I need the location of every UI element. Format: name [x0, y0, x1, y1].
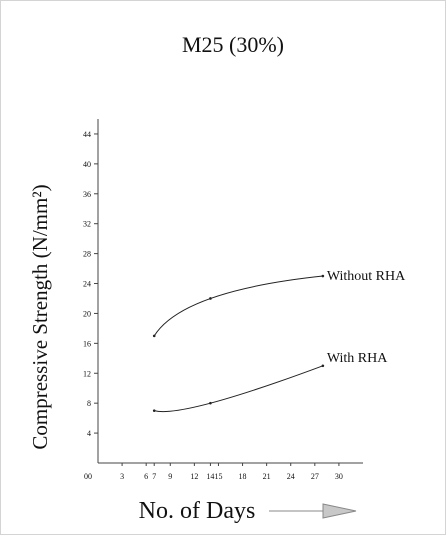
- series-line-without-rha: [153, 275, 323, 337]
- x-tick-label: 3: [120, 472, 124, 481]
- x-tick-label: 9: [168, 472, 172, 481]
- data-point-with-rha: [321, 364, 325, 368]
- x-tick-label: 27: [311, 472, 319, 481]
- y-tick-label: 8: [87, 399, 91, 408]
- y-tick-label: 40: [83, 160, 91, 169]
- x-axis-label: No. of Days: [139, 498, 256, 524]
- axes: [97, 119, 363, 464]
- x-tick-label: 12: [190, 472, 198, 481]
- y-tick-label: 44: [83, 130, 91, 139]
- data-point-without-rha: [209, 297, 212, 300]
- x-tick-label: 21: [263, 472, 271, 481]
- y-tick-label: 32: [83, 220, 91, 229]
- series-label-without-rha: Without RHA: [327, 269, 406, 284]
- x-tick-label: 6: [144, 472, 148, 481]
- y-ticks: 4 8 12 16 20 24 28 32 36 40 44: [83, 130, 98, 438]
- series-label-with-rha: With RHA: [327, 351, 388, 366]
- x-tick-label: 15: [214, 472, 222, 481]
- y-tick-label: 28: [83, 250, 91, 259]
- series-line-with-rha: [154, 365, 324, 413]
- series-group: Without RHA With RHA: [152, 269, 406, 413]
- y-axis-label: Compressive Strength (N/mm²): [28, 184, 52, 449]
- x-tick-label: 00: [84, 472, 92, 481]
- y-tick-label: 36: [83, 190, 91, 199]
- x-ticks: 00 3 6 7 9 12 14 15 18 21 24 27 30: [84, 463, 343, 481]
- data-point-with-rha: [152, 409, 156, 412]
- y-tick-label: 24: [83, 280, 91, 289]
- x-tick-label: 7: [152, 472, 156, 481]
- chart-title: M25 (30%): [182, 32, 284, 57]
- x-tick-label: 30: [335, 472, 343, 481]
- y-tick-label: 4: [87, 429, 91, 438]
- arrow-icon: [269, 503, 357, 519]
- data-point-without-rha: [321, 274, 325, 278]
- y-tick-label: 20: [83, 309, 91, 318]
- x-tick-label: 14: [206, 472, 214, 481]
- data-point-with-rha: [209, 401, 212, 405]
- x-tick-label: 18: [239, 472, 247, 481]
- y-tick-label: 16: [83, 339, 91, 348]
- x-tick-label: 24: [287, 472, 295, 481]
- y-tick-label: 12: [83, 369, 91, 378]
- data-point-without-rha: [152, 334, 156, 338]
